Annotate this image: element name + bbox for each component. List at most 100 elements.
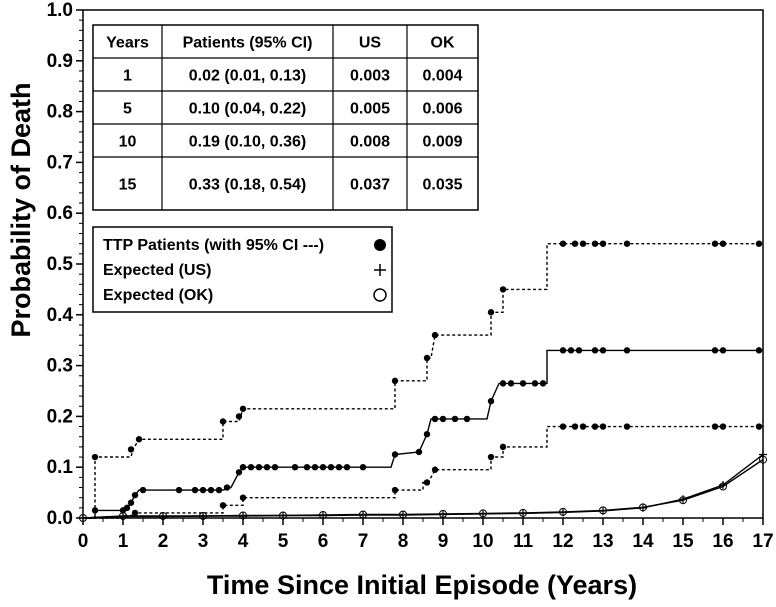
table-cell: 0.02 (0.01, 0.13) — [189, 68, 306, 85]
table-cell: 0.19 (0.10, 0.36) — [189, 134, 306, 151]
x-tick-label: 11 — [513, 531, 534, 552]
lower-ci-point — [559, 423, 567, 430]
lower-ci-point — [131, 509, 139, 517]
x-tick-label: 4 — [238, 531, 249, 552]
patients-point — [451, 415, 459, 423]
y-tick-label: 0.0 — [47, 508, 73, 529]
legend-label: Expected (OK) — [103, 287, 213, 304]
table-cell: 0.003 — [350, 68, 390, 85]
patients-point — [215, 486, 223, 494]
patients-point — [539, 380, 547, 387]
expected-ok-marker — [479, 509, 487, 518]
patients-point — [623, 347, 631, 354]
stats-table: Years Patients (95% CI) US OK 1 0.02 (0.01, 0… — [92, 24, 479, 211]
lower-ci-point — [579, 423, 587, 430]
upper-ci-point — [719, 240, 727, 247]
patients-point — [311, 464, 319, 471]
y-tick-label: 0.6 — [47, 203, 73, 224]
legend-marker-patients — [374, 239, 386, 251]
patients-line — [83, 349, 763, 519]
plot-markers — [79, 240, 767, 522]
patients-point — [711, 347, 719, 354]
table-cell: 0.10 (0.04, 0.22) — [189, 101, 306, 118]
patients-point — [303, 464, 311, 471]
upper-ci-point — [487, 309, 495, 316]
patients-point — [235, 469, 243, 476]
y-tick-label: 0.7 — [47, 152, 73, 173]
patients-point — [599, 347, 607, 354]
patients-point — [191, 486, 199, 494]
lower-ci-point — [499, 443, 507, 451]
lower-ci-point — [431, 466, 439, 473]
x-tick-label: 9 — [438, 531, 449, 552]
upper-ci-point — [711, 240, 719, 247]
patients-point — [291, 464, 299, 471]
upper-ci-point — [431, 331, 439, 339]
lower-ci-point — [239, 494, 247, 501]
x-tick-label: 14 — [632, 531, 654, 552]
table-cell: 0.009 — [422, 134, 462, 151]
upper-ci-point — [623, 240, 631, 247]
lower-ci-point — [487, 453, 495, 461]
lower-ci-point — [423, 479, 431, 486]
table-cell: 0.006 — [422, 101, 462, 118]
table-header-cell: Years — [106, 35, 149, 52]
upper-ci-point — [135, 436, 143, 443]
upper-ci-point — [571, 240, 579, 247]
patients-point — [439, 415, 447, 423]
patients-point — [591, 347, 599, 354]
patients-point — [531, 380, 539, 387]
patients-point — [247, 464, 255, 471]
expected-us-marker — [719, 480, 727, 489]
lower-ci-point — [571, 423, 579, 430]
patients-point — [239, 464, 247, 471]
upper-ci-point — [91, 453, 99, 461]
upper-ci-point — [219, 418, 227, 425]
lower-ci-point — [599, 423, 607, 430]
x-tick-label: 1 — [118, 531, 129, 552]
patients-point — [431, 415, 439, 423]
legend-frame — [92, 226, 393, 313]
upper-ci-point — [391, 377, 399, 385]
x-tick-label: 0 — [78, 531, 89, 552]
y-tick-label: 0.5 — [47, 254, 74, 275]
y-tick-label: 0.1 — [47, 457, 74, 478]
table-header-cell: OK — [431, 35, 455, 52]
table-frame — [92, 24, 479, 211]
patients-point — [423, 430, 431, 438]
y-tick-label: 0.9 — [47, 51, 73, 72]
lower-ci-point — [391, 486, 399, 494]
lower-ci-point — [219, 502, 227, 509]
upper-ci-point — [755, 240, 763, 247]
patients-point — [499, 380, 507, 387]
table-cell: 0.33 (0.18, 0.54) — [189, 177, 306, 194]
x-tick-label: 16 — [712, 531, 733, 552]
lower-ci-point — [719, 423, 727, 430]
table-cell: 15 — [119, 177, 137, 194]
x-tick-label: 7 — [358, 531, 369, 552]
x-tick-label: 17 — [752, 531, 773, 552]
patients-point — [719, 347, 727, 354]
upper-ci-point — [423, 354, 431, 362]
patients-point — [255, 464, 263, 471]
patients-point — [343, 464, 351, 471]
lower-ci-point — [755, 423, 763, 430]
x-tick-label: 2 — [158, 531, 169, 552]
expected-ok-marker — [639, 503, 647, 512]
patients-point — [223, 484, 231, 491]
y-tick-label: 0.3 — [47, 356, 73, 377]
x-axis-label: Time Since Initial Episode (Years) — [207, 570, 637, 600]
expected-ok-marker — [719, 482, 727, 491]
expected-ok-marker — [519, 508, 527, 517]
patients-point — [415, 448, 423, 456]
legend-label: Expected (US) — [103, 262, 211, 279]
legend: TTP Patients (with 95% CI ---) Expected (… — [92, 226, 393, 313]
patients-point — [175, 486, 183, 494]
x-tick-label: 5 — [278, 531, 289, 552]
table-cell: 1 — [123, 68, 132, 85]
expected-ok-marker — [599, 506, 607, 515]
axes: 0.00.10.20.30.40.50.60.70.80.91.00 1 2 3 4 5 6… — [47, 0, 774, 552]
patients-point — [335, 464, 343, 471]
patients-point — [507, 380, 515, 387]
